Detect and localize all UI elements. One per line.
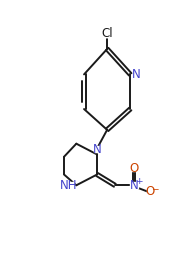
Text: O: O: [146, 185, 155, 198]
Bar: [133, 71, 140, 77]
Bar: [147, 188, 155, 195]
Text: O: O: [130, 162, 139, 175]
Text: NH: NH: [60, 179, 77, 192]
Text: Cl: Cl: [101, 27, 113, 40]
Bar: [94, 146, 101, 152]
Bar: [63, 182, 74, 188]
Text: N: N: [130, 179, 138, 192]
Bar: [130, 165, 138, 171]
Text: N: N: [93, 143, 102, 156]
Text: +: +: [135, 177, 143, 186]
Bar: [102, 30, 112, 37]
Text: −: −: [151, 184, 159, 193]
Text: N: N: [132, 68, 141, 81]
Bar: [130, 182, 138, 188]
